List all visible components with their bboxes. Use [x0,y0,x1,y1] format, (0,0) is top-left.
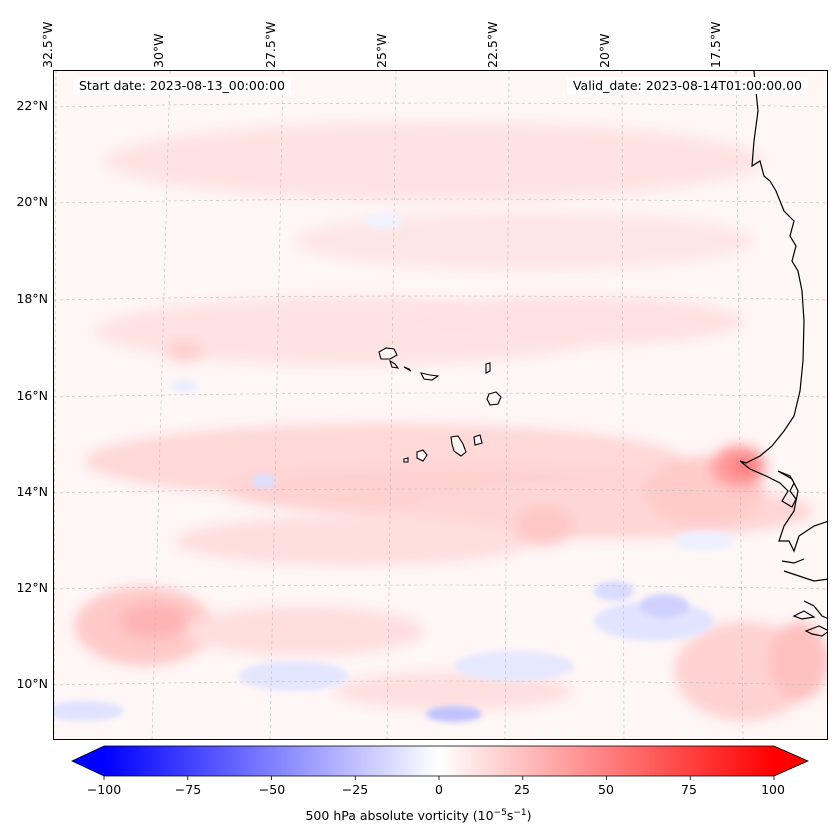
colorbar [71,745,809,780]
colorbar-max-extend [774,746,808,776]
lon-label-32-5w: 32.5°W [40,21,55,68]
lat-label-18n: 18°N [16,291,48,306]
colorbar-tick-label-4: 0 [435,782,443,797]
lon-label-22-5w: 22.5°W [485,21,500,68]
colorbar-tick-label-2: −50 [258,782,286,797]
lon-label-30w: 30°W [151,33,166,68]
colorbar-tick-label-5: 25 [514,782,530,797]
colorbar-tick-label-7: 75 [681,782,697,797]
colorbar-tick-label-8: 100 [761,782,785,797]
colorbar-title: 500 hPa absolute vorticity (10−5s−1) [305,808,532,824]
graticule [54,71,827,739]
colorbar-tick-label-6: 50 [598,782,614,797]
lat-label-22n: 22°N [16,98,48,113]
colorbar-min-extend [72,746,106,776]
map-panel: Start date: 2023-08-13_00:00:00 Valid_da… [53,70,828,740]
lat-label-14n: 14°N [16,484,48,499]
cape-verde-islands [378,347,502,463]
colorbar-tick-label-0: −100 [86,782,122,797]
colorbar-gradient [104,746,774,776]
colorbar-ticks [103,776,775,780]
vorticity-field [54,71,827,739]
lon-label-27-5w: 27.5°W [263,21,278,68]
lon-label-17-5w: 17.5°W [708,21,723,68]
lon-label-20w: 20°W [597,33,612,68]
start-date-label: Start date: 2023-08-13_00:00:00 [73,77,291,94]
lon-label-25w: 25°W [374,33,389,68]
lat-label-16n: 16°N [16,388,48,403]
colorbar-tick-label-1: −75 [174,782,202,797]
colorbar-tick-label-3: −25 [341,782,369,797]
lat-label-12n: 12°N [16,580,48,595]
valid-date-label: Valid_date: 2023-08-14T01:00:00.00 [566,77,808,94]
lat-label-10n: 10°N [16,676,48,691]
coastline [739,71,827,637]
lat-label-20n: 20°N [16,194,48,209]
vorticity-shading-positive [54,71,827,739]
